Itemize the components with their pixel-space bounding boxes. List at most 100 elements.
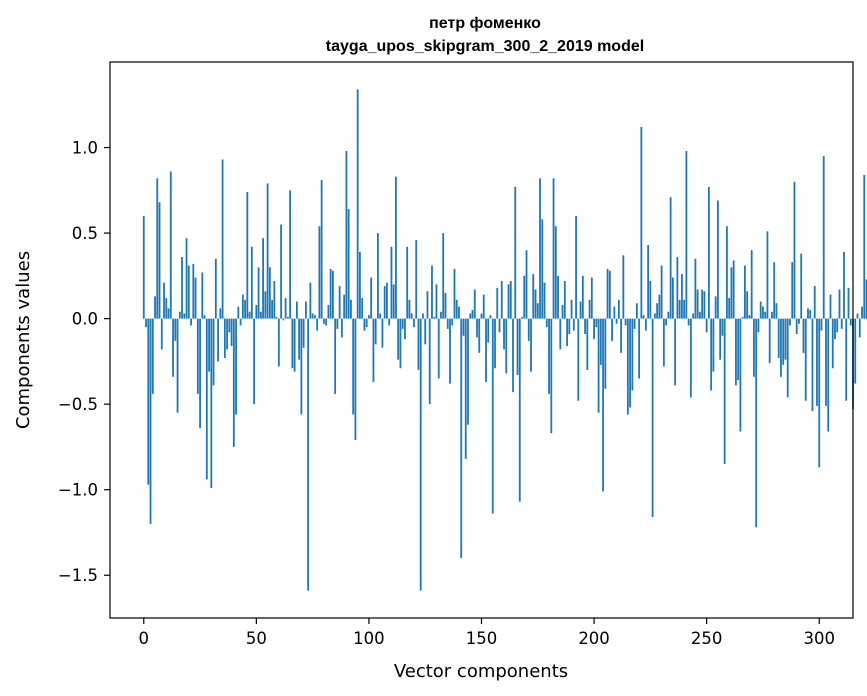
bar-269: [748, 315, 751, 319]
bar-99: [365, 318, 368, 328]
bar-243: [689, 318, 692, 398]
bar-10: [165, 298, 168, 319]
bar-186: [561, 304, 564, 319]
bar-141: [460, 318, 463, 559]
bar-129: [433, 316, 436, 319]
x-axis-ticks: 0 50 100 150 200 250 300: [139, 618, 835, 648]
bar-266: [741, 316, 744, 319]
bar-265: [739, 318, 742, 432]
bar-178: [543, 282, 546, 319]
bar-171: [527, 318, 530, 341]
bar-38: [228, 318, 231, 333]
bar-30: [210, 318, 213, 488]
bar-140: [458, 306, 460, 319]
bar-175: [536, 303, 539, 319]
plot-frame: [109, 61, 854, 619]
bar-159: [500, 280, 503, 319]
bar-34: [219, 308, 222, 319]
bar-5: [154, 296, 156, 319]
bar-9: [163, 282, 165, 319]
bar-287: [789, 318, 791, 326]
bar-275: [762, 306, 764, 319]
bar-321: [865, 279, 867, 319]
bar-210: [615, 318, 618, 324]
bar-207: [608, 270, 611, 319]
bar-164: [512, 318, 514, 393]
bar-251: [708, 186, 710, 319]
bar-20: [187, 265, 190, 319]
bar-49: [253, 318, 255, 405]
bar-24: [196, 318, 199, 394]
bar-32: [214, 258, 217, 319]
bar-194: [579, 301, 582, 319]
chart-title-line1: петр фоменко: [429, 15, 541, 32]
bar-256: [719, 318, 722, 360]
bar-296: [809, 310, 812, 319]
bar-225: [649, 280, 652, 319]
bar-2: [147, 318, 150, 485]
bar-162: [507, 284, 510, 319]
chart-title-line2: tayga_upos_skipgram_300_2_2019 model: [326, 38, 644, 55]
bar-18: [183, 313, 186, 319]
bar-117: [406, 246, 409, 319]
bar-114: [399, 318, 402, 369]
bar-174: [534, 289, 537, 319]
bar-189: [568, 318, 571, 335]
bar-241: [685, 150, 688, 319]
bar-198: [588, 299, 591, 319]
bar-96: [359, 251, 361, 319]
y-axis-ticks: −1.5 −1.0 −0.5 0.0 0.5 1.0: [58, 139, 110, 585]
bar-297: [811, 318, 814, 411]
bar-280: [773, 262, 776, 319]
bar-36: [223, 318, 226, 358]
bar-284: [782, 318, 785, 365]
bar-311: [843, 251, 845, 319]
bar-239: [680, 274, 683, 319]
bar-41: [235, 318, 237, 415]
bar-220: [638, 318, 641, 379]
bar-59: [275, 316, 278, 319]
bar-262: [732, 260, 735, 319]
bar-21: [190, 318, 192, 326]
bar-122: [417, 318, 420, 370]
bar-263: [735, 318, 737, 386]
bar-64: [286, 316, 289, 319]
bar-86: [336, 318, 339, 329]
bar-217: [631, 318, 634, 391]
bar-161: [505, 318, 508, 374]
bar-215: [626, 318, 629, 415]
bar-268: [746, 291, 749, 319]
bar-157: [496, 287, 499, 319]
x-tick-label: 50: [246, 629, 267, 648]
bar-170: [525, 250, 528, 319]
x-axis-label: Vector components: [394, 661, 568, 682]
bar-204: [602, 318, 604, 492]
x-tick-label: 250: [691, 629, 723, 648]
bar-55: [266, 183, 269, 319]
bar-29: [208, 318, 210, 372]
bar-302: [822, 156, 825, 319]
bar-78: [318, 226, 321, 319]
bar-200: [593, 318, 595, 340]
bar-76: [313, 315, 316, 319]
bar-203: [599, 318, 602, 365]
bar-236: [674, 318, 677, 386]
bar-230: [660, 265, 663, 319]
bar-135: [446, 318, 449, 329]
bar-71: [302, 318, 305, 348]
bar-115: [401, 318, 404, 329]
bar-44: [241, 294, 244, 319]
bar-301: [820, 318, 823, 331]
bar-146: [471, 310, 474, 319]
bar-152: [485, 318, 487, 382]
bar-257: [721, 318, 724, 336]
bar-57: [271, 299, 274, 319]
bar-43: [239, 318, 242, 326]
x-tick-label: 200: [578, 629, 610, 648]
bar-252: [710, 318, 713, 391]
bar-108: [386, 282, 388, 319]
bar-183: [554, 226, 557, 319]
bar-206: [606, 269, 609, 319]
bar-214: [624, 318, 627, 326]
